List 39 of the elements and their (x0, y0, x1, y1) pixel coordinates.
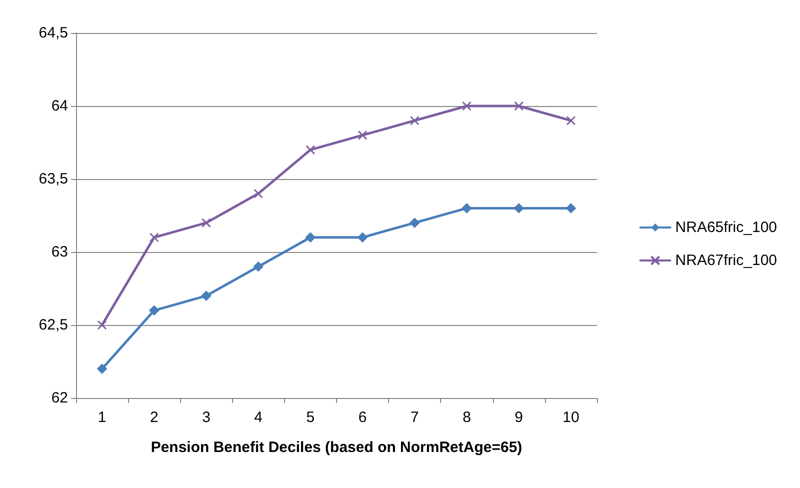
point (514, 101, 524, 111)
legend-label: NRA67fric_100 (675, 252, 777, 269)
point (566, 116, 576, 126)
point (201, 290, 212, 301)
y-tick-label: 63 (51, 244, 68, 260)
x-tick-label: 1 (98, 409, 106, 426)
point (410, 218, 420, 228)
x-tick-label: 9 (514, 409, 524, 426)
point (358, 232, 368, 242)
x-tick-label: 7 (410, 409, 419, 426)
point (305, 232, 316, 242)
x-tick-label: 10 (562, 409, 580, 426)
point (462, 203, 472, 214)
point (254, 188, 264, 198)
x-tick-label: 6 (358, 409, 367, 426)
x-tick-label: 5 (306, 409, 315, 426)
y-tick-label: 62,5 (38, 316, 68, 334)
point (253, 262, 264, 272)
point (306, 145, 316, 155)
point (410, 116, 420, 126)
y-tick-label: 62 (51, 390, 68, 406)
point (566, 203, 576, 214)
point (149, 232, 159, 242)
x-tick-label: 3 (202, 409, 210, 426)
legend-label: NRA65fric_100 (675, 219, 777, 236)
point (149, 305, 160, 316)
point (202, 218, 211, 228)
point (514, 203, 524, 214)
x-tick-label: 4 (254, 409, 263, 426)
point (462, 101, 472, 111)
x-axis-title: Pension Benefit Deciles (based on NormRetAge=65) (150, 439, 522, 456)
point (97, 320, 107, 330)
point (97, 364, 108, 374)
y-tick-label: 64 (51, 98, 68, 114)
point (358, 130, 368, 140)
x-tick-label: 8 (462, 409, 471, 426)
y-tick-label: 64,5 (38, 24, 68, 42)
x-tick-label: 2 (150, 409, 158, 426)
y-tick-label: 63,5 (38, 170, 68, 188)
